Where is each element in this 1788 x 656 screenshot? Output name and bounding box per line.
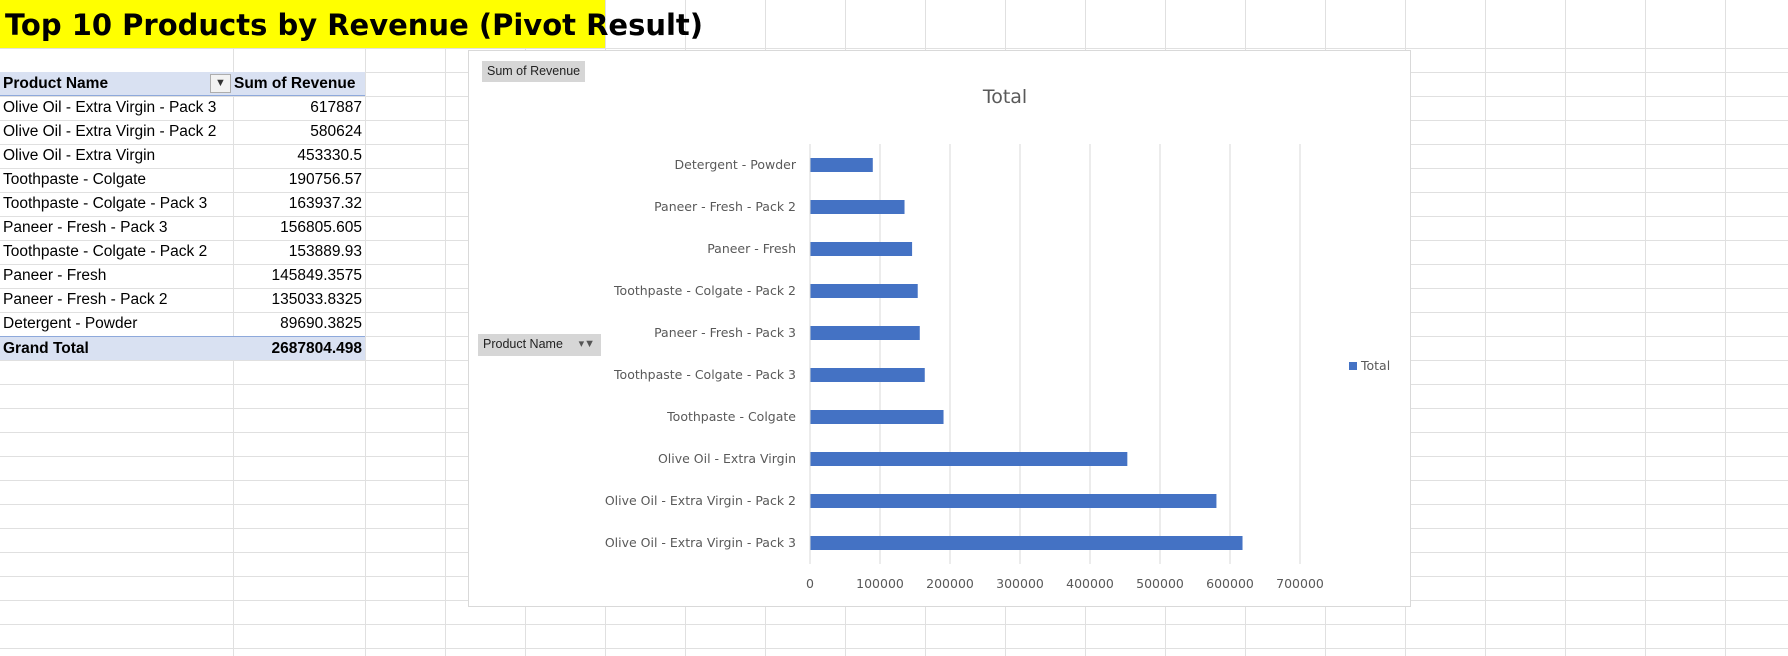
pivot-row: Toothpaste - Colgate 190756.57 [0, 168, 365, 192]
product-name-cell: Olive Oil - Extra Virgin - Pack 2 [3, 123, 217, 140]
revenue-cell: 163937.32 [288, 195, 362, 212]
category-label: Olive Oil - Extra Virgin - Pack 3 [605, 535, 796, 550]
category-label: Olive Oil - Extra Virgin - Pack 2 [605, 493, 796, 508]
product-name-cell: Toothpaste - Colgate - Pack 2 [3, 243, 208, 260]
product-name-cell: Paneer - Fresh - Pack 3 [3, 219, 168, 236]
bar [810, 410, 944, 424]
grand-total-value: 2687804.498 [271, 340, 362, 357]
chart-title: Total [982, 86, 1027, 108]
x-tick-label: 200000 [926, 576, 974, 591]
bar [810, 158, 873, 172]
product-name-cell: Olive Oil - Extra Virgin - Pack 3 [3, 99, 217, 116]
revenue-cell: 453330.5 [297, 147, 362, 164]
value-field-button[interactable]: Sum of Revenue [482, 61, 586, 82]
product-name-cell: Detergent - Powder [3, 315, 138, 332]
bar [810, 452, 1128, 466]
revenue-cell: 89690.3825 [280, 315, 362, 332]
bar [810, 284, 918, 298]
category-label: Detergent - Powder [675, 157, 797, 172]
bar [810, 494, 1217, 508]
sheet-title: Top 10 Products by Revenue (Pivot Result… [0, 0, 703, 48]
product-name-cell: Paneer - Fresh - Pack 2 [3, 291, 168, 308]
filter-dropdown-button[interactable]: ▼ [210, 74, 231, 93]
axis-field-label: Product Name [483, 337, 563, 351]
bar [810, 200, 905, 214]
pivot-row: Detergent - Powder 89690.3825 [0, 312, 365, 336]
pivot-chart[interactable]: Total 0 100000 200000 300000 400000 500000 6000… [468, 50, 1411, 607]
product-name-cell: Toothpaste - Colgate [3, 171, 147, 188]
pivot-row: Toothpaste - Colgate - Pack 2 153889.93 [0, 240, 365, 264]
bar [810, 242, 913, 256]
pivot-table: Product Name ▼ Sum of Revenue Olive Oil … [0, 72, 365, 360]
revenue-cell: 135033.8325 [271, 291, 362, 308]
revenue-cell: 190756.57 [288, 171, 362, 188]
product-name-cell: Toothpaste - Colgate - Pack 3 [3, 195, 208, 212]
x-tick-label: 0 [806, 576, 814, 591]
revenue-cell: 145849.3575 [271, 267, 362, 284]
category-label: Olive Oil - Extra Virgin [658, 451, 796, 466]
filter-icon: ▾▼ [578, 338, 595, 350]
grand-total-row: Grand Total 2687804.498 [0, 336, 365, 360]
product-name-cell: Paneer - Fresh [3, 267, 107, 284]
bar-chart: Total 0 100000 200000 300000 400000 500000 6000… [605, 86, 1390, 591]
x-tick-label: 700000 [1276, 576, 1324, 591]
category-label: Paneer - Fresh - Pack 3 [654, 325, 796, 340]
row-label-header: Product Name [3, 75, 109, 92]
x-tick-label: 400000 [1066, 576, 1114, 591]
revenue-cell: 580624 [310, 123, 362, 140]
pivot-row: Olive Oil - Extra Virgin 453330.5 [0, 144, 365, 168]
x-tick-label: 100000 [856, 576, 904, 591]
legend-label: Total [1360, 358, 1390, 373]
category-label: Paneer - Fresh - Pack 2 [654, 199, 796, 214]
x-tick-label: 600000 [1206, 576, 1254, 591]
pivot-row: Olive Oil - Extra Virgin - Pack 3 617887 [0, 96, 365, 120]
bar [810, 326, 920, 340]
revenue-cell: 156805.605 [280, 219, 362, 236]
bar [810, 536, 1243, 550]
pivot-row: Paneer - Fresh - Pack 3 156805.605 [0, 216, 365, 240]
bar [810, 368, 925, 382]
revenue-cell: 617887 [310, 99, 362, 116]
revenue-cell: 153889.93 [288, 243, 362, 260]
pivot-rows: Olive Oil - Extra Virgin - Pack 3 617887 O… [0, 96, 365, 336]
category-label: Toothpaste - Colgate - Pack 3 [613, 367, 796, 382]
pivot-row: Toothpaste - Colgate - Pack 3 163937.32 [0, 192, 365, 216]
pivot-header-row: Product Name ▼ Sum of Revenue [0, 72, 365, 96]
legend-swatch [1349, 362, 1357, 370]
axis-field-button[interactable]: Product Name ▾▼ [478, 334, 601, 356]
category-label: Paneer - Fresh [707, 241, 796, 256]
value-header: Sum of Revenue [234, 75, 356, 92]
grand-total-label: Grand Total [3, 340, 89, 357]
product-name-cell: Olive Oil - Extra Virgin [3, 147, 156, 164]
pivot-row: Olive Oil - Extra Virgin - Pack 2 580624 [0, 120, 365, 144]
category-label: Toothpaste - Colgate - Pack 2 [613, 283, 796, 298]
x-tick-label: 500000 [1136, 576, 1184, 591]
x-tick-label: 300000 [996, 576, 1044, 591]
category-label: Toothpaste - Colgate [666, 409, 796, 424]
pivot-row: Paneer - Fresh - Pack 2 135033.8325 [0, 288, 365, 312]
pivot-row: Paneer - Fresh 145849.3575 [0, 264, 365, 288]
